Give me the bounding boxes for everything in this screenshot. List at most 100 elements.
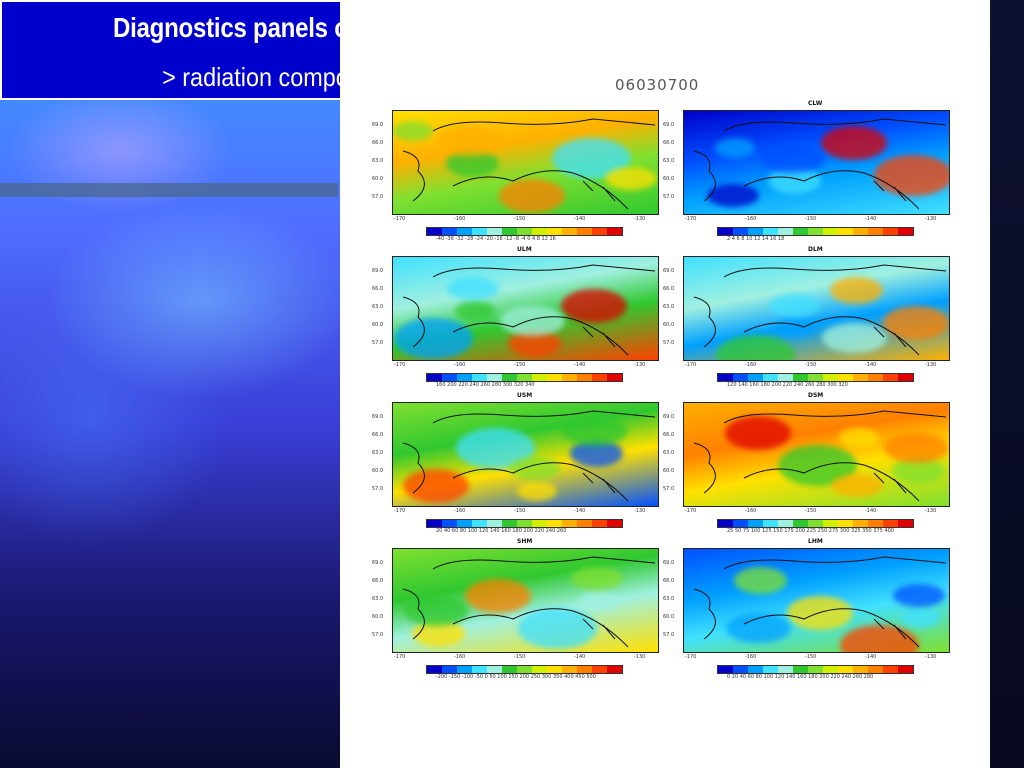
map-field-blob bbox=[821, 126, 887, 160]
colorbar-swatch bbox=[898, 520, 913, 527]
colorbar-swatch bbox=[577, 374, 592, 381]
colorbar bbox=[426, 227, 623, 236]
colorbar bbox=[717, 227, 914, 236]
latitude-tick-label: 60.0 bbox=[372, 468, 384, 474]
map-field-blob bbox=[893, 584, 945, 607]
colorbar-swatch bbox=[763, 666, 778, 673]
colorbar-swatch bbox=[868, 520, 883, 527]
latitude-tick-label: 69.0 bbox=[372, 414, 384, 420]
latitude-tick-label: 60.0 bbox=[372, 322, 384, 328]
colorbar-swatch bbox=[853, 228, 868, 235]
colorbar-swatch bbox=[517, 374, 532, 381]
colorbar-swatch bbox=[472, 666, 487, 673]
latitude-tick-label: 69.0 bbox=[663, 268, 675, 274]
colorbar-swatch bbox=[838, 666, 853, 673]
colorbar-swatch bbox=[487, 666, 502, 673]
colorbar-swatch bbox=[562, 666, 577, 673]
longitude-tick-label: -160 bbox=[745, 654, 757, 660]
colorbar-swatch bbox=[547, 228, 562, 235]
map-panel-shm bbox=[392, 548, 659, 653]
map-field-blob bbox=[403, 469, 469, 503]
longitude-tick-label: -150 bbox=[514, 508, 526, 514]
colorbar-swatch bbox=[778, 520, 793, 527]
latitude-tick-label: 63.0 bbox=[663, 158, 675, 164]
colorbar-swatch bbox=[883, 520, 898, 527]
map-panel-lhm bbox=[683, 548, 950, 653]
colorbar-swatch bbox=[748, 228, 763, 235]
colorbar-swatch bbox=[718, 520, 733, 527]
map-field-blob bbox=[839, 428, 879, 448]
longitude-tick-label: -170 bbox=[394, 508, 406, 514]
map-field-blob bbox=[734, 567, 787, 594]
latitude-tick-label: 57.0 bbox=[372, 486, 384, 492]
colorbar-swatch bbox=[457, 666, 472, 673]
coastline-outline bbox=[402, 410, 656, 502]
latitude-tick-label: 66.0 bbox=[663, 286, 675, 292]
colorbar-swatch bbox=[517, 520, 532, 527]
colorbar-swatch bbox=[853, 374, 868, 381]
latitude-tick-label: 60.0 bbox=[372, 614, 384, 620]
colorbar-swatch bbox=[532, 228, 547, 235]
colorbar-swatch bbox=[487, 520, 502, 527]
map-field-blob bbox=[517, 481, 557, 501]
longitude-tick-label: -170 bbox=[394, 362, 406, 368]
latitude-tick-label: 60.0 bbox=[663, 614, 675, 620]
longitude-tick-label: -160 bbox=[454, 362, 466, 368]
latitude-tick-label: 69.0 bbox=[372, 268, 384, 274]
colorbar-swatch bbox=[748, 666, 763, 673]
colorbar-swatch bbox=[487, 374, 502, 381]
colorbar-swatch bbox=[718, 666, 733, 673]
latitude-tick-label: 57.0 bbox=[663, 486, 675, 492]
colorbar bbox=[717, 665, 914, 674]
panel-label: DSM bbox=[808, 392, 824, 399]
colorbar-swatch bbox=[823, 520, 838, 527]
latitude-tick-label: 63.0 bbox=[372, 450, 384, 456]
longitude-tick-label: -140 bbox=[865, 654, 877, 660]
latitude-tick-label: 57.0 bbox=[372, 340, 384, 346]
map-field-blob bbox=[901, 608, 941, 628]
colorbar-swatch bbox=[457, 228, 472, 235]
colorbar-swatch bbox=[748, 374, 763, 381]
colorbar-swatch bbox=[883, 374, 898, 381]
longitude-tick-label: -150 bbox=[514, 362, 526, 368]
colorbar-swatch bbox=[577, 666, 592, 673]
colorbar-swatch bbox=[442, 666, 457, 673]
latitude-tick-label: 63.0 bbox=[372, 158, 384, 164]
colorbar-swatch bbox=[808, 520, 823, 527]
latitude-tick-label: 69.0 bbox=[372, 122, 384, 128]
colorbar-tick-labels: 25 50 75 100 125 150 175 200 225 250 275… bbox=[727, 528, 894, 534]
background-stripe bbox=[0, 183, 338, 197]
latitude-tick-label: 66.0 bbox=[372, 140, 384, 146]
longitude-tick-label: -140 bbox=[865, 362, 877, 368]
colorbar-swatch bbox=[607, 520, 622, 527]
colorbar-swatch bbox=[607, 666, 622, 673]
latitude-tick-label: 57.0 bbox=[663, 340, 675, 346]
colorbar-swatch bbox=[763, 520, 778, 527]
latitude-tick-label: 63.0 bbox=[372, 596, 384, 602]
colorbar-swatch bbox=[733, 520, 748, 527]
colorbar-tick-labels: 0 20 40 60 80 100 120 140 160 180 200 22… bbox=[727, 674, 874, 680]
colorbar-swatch bbox=[838, 228, 853, 235]
colorbar-swatch bbox=[457, 520, 472, 527]
coastline-outline bbox=[693, 556, 947, 648]
colorbar-swatch bbox=[427, 520, 442, 527]
colorbar-swatch bbox=[808, 374, 823, 381]
colorbar-swatch bbox=[472, 228, 487, 235]
colorbar-swatch bbox=[562, 520, 577, 527]
colorbar-swatch bbox=[562, 228, 577, 235]
longitude-tick-label: -160 bbox=[454, 654, 466, 660]
colorbar-swatch bbox=[898, 374, 913, 381]
coastline-outline bbox=[693, 264, 947, 356]
colorbar-tick-labels: -200 -150 -100 -50 0 50 100 150 200 250 … bbox=[436, 674, 596, 680]
longitude-tick-label: -140 bbox=[574, 216, 586, 222]
colorbar-swatch bbox=[823, 666, 838, 673]
longitude-tick-label: -170 bbox=[685, 508, 697, 514]
colorbar-swatch bbox=[442, 374, 457, 381]
map-panel-usm bbox=[392, 402, 659, 507]
colorbar-swatch bbox=[838, 520, 853, 527]
colorbar-swatch bbox=[472, 520, 487, 527]
colorbar bbox=[717, 373, 914, 382]
map-field-blob bbox=[769, 294, 821, 317]
latitude-tick-label: 69.0 bbox=[663, 414, 675, 420]
colorbar-swatch bbox=[592, 374, 607, 381]
